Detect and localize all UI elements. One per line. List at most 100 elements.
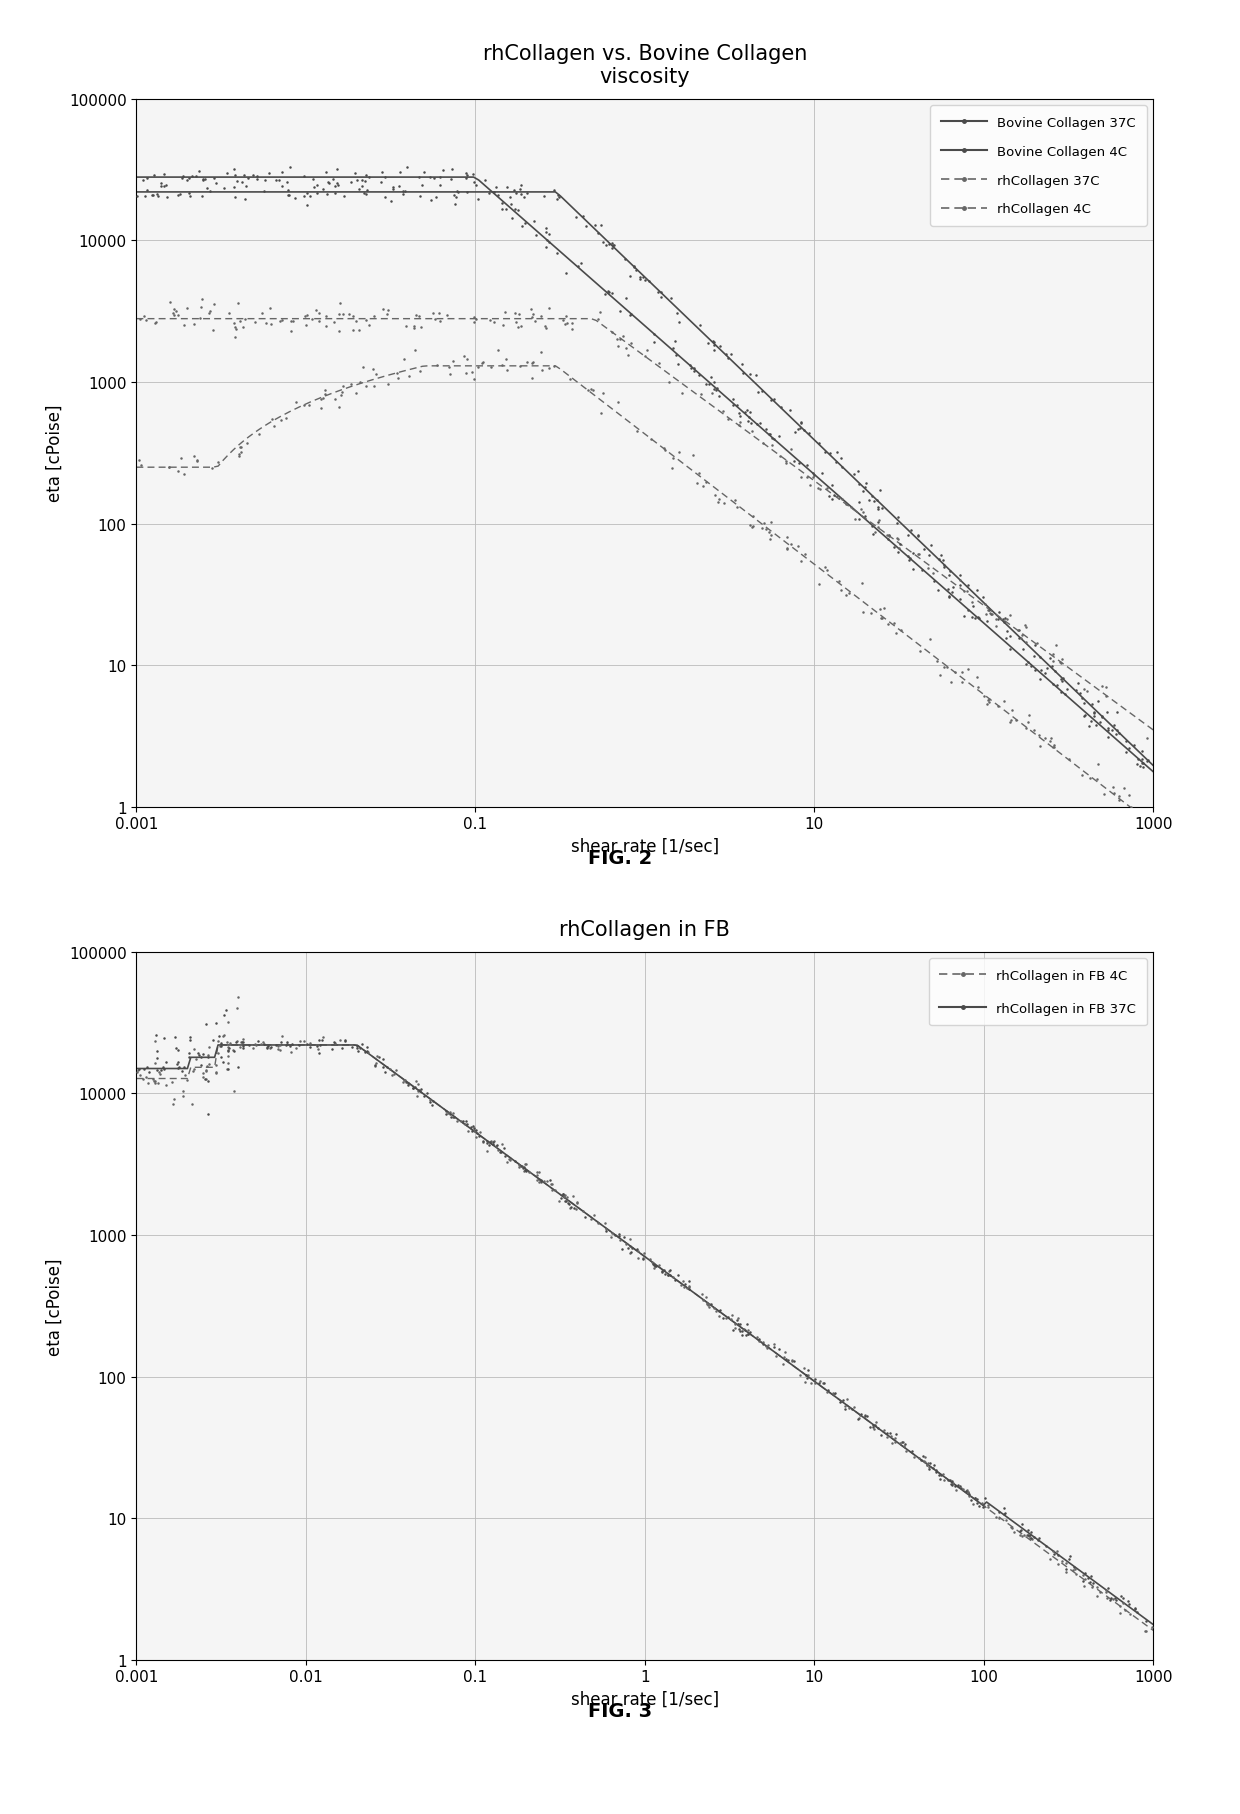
rhCollagen 37C (427, 352, 446, 381)
Bovine Collagen 4C (832, 454, 852, 483)
rhCollagen in FB 37C (575, 1203, 595, 1232)
rhCollagen in FB 4C (497, 1148, 517, 1177)
rhCollagen 37C (687, 470, 707, 499)
rhCollagen 37C (920, 624, 940, 653)
Bovine Collagen 4C (422, 187, 441, 216)
rhCollagen 37C (544, 352, 564, 381)
Bovine Collagen 4C (306, 180, 326, 209)
rhCollagen in FB 4C (219, 1029, 239, 1058)
rhCollagen in FB 4C (882, 1428, 901, 1457)
rhCollagen 37C (1043, 733, 1063, 762)
rhCollagen in FB 37C (951, 1473, 971, 1502)
Bovine Collagen 37C (684, 357, 704, 386)
rhCollagen in FB 4C (756, 1333, 776, 1362)
rhCollagen in FB 4C (844, 1393, 864, 1422)
Bovine Collagen 4C (149, 183, 169, 212)
rhCollagen in FB 4C (1002, 1513, 1022, 1542)
Bovine Collagen 37C (568, 252, 588, 281)
Bovine Collagen 4C (810, 430, 830, 459)
Point (228, 983, 248, 1012)
Bovine Collagen 4C (170, 180, 190, 209)
rhCollagen 4C (1052, 649, 1071, 678)
rhCollagen 37C (560, 365, 580, 394)
Point (218, 1036, 238, 1065)
Bovine Collagen 4C (959, 571, 978, 600)
rhCollagen in FB 37C (911, 1446, 931, 1475)
rhCollagen 4C (556, 310, 575, 339)
Bovine Collagen 37C (868, 508, 888, 537)
Bovine Collagen 4C (1070, 678, 1090, 707)
rhCollagen 37C (187, 448, 207, 477)
rhCollagen 4C (606, 327, 626, 356)
rhCollagen 4C (991, 606, 1011, 635)
Bovine Collagen 4C (353, 180, 373, 209)
rhCollagen in FB 4C (882, 1422, 901, 1451)
Bovine Collagen 4C (515, 183, 534, 212)
rhCollagen in FB 37C (967, 1484, 987, 1513)
Bovine Collagen 37C (898, 542, 918, 571)
Bovine Collagen 4C (544, 176, 564, 205)
rhCollagen in FB 4C (588, 1210, 608, 1239)
rhCollagen in FB 37C (464, 1114, 484, 1143)
rhCollagen in FB 4C (877, 1422, 897, 1451)
rhCollagen 37C (808, 570, 828, 599)
rhCollagen in FB 4C (959, 1478, 978, 1507)
Bovine Collagen 4C (709, 332, 729, 361)
rhCollagen in FB 4C (300, 1029, 320, 1058)
rhCollagen in FB 4C (1022, 1524, 1042, 1553)
rhCollagen 37C (363, 356, 383, 385)
Bovine Collagen 37C (666, 341, 686, 370)
Bovine Collagen 4C (785, 419, 805, 448)
rhCollagen 37C (852, 570, 872, 599)
rhCollagen 4C (228, 288, 248, 317)
Bovine Collagen 4C (500, 183, 520, 212)
rhCollagen in FB 37C (1022, 1524, 1042, 1553)
Bovine Collagen 37C (525, 207, 544, 236)
Bovine Collagen 4C (864, 486, 884, 515)
Bovine Collagen 4C (393, 178, 413, 207)
rhCollagen 4C (1050, 648, 1070, 677)
rhCollagen in FB 37C (409, 1076, 429, 1105)
Bovine Collagen 4C (300, 181, 320, 210)
rhCollagen 37C (980, 686, 999, 715)
rhCollagen in FB 4C (1066, 1560, 1086, 1589)
rhCollagen in FB 37C (784, 1348, 804, 1377)
rhCollagen 37C (1042, 724, 1061, 753)
rhCollagen 4C (316, 301, 336, 330)
rhCollagen 4C (175, 310, 195, 339)
rhCollagen in FB 37C (491, 1137, 511, 1166)
Text: FIG. 3: FIG. 3 (588, 1702, 652, 1720)
rhCollagen 37C (130, 452, 150, 481)
Point (169, 1036, 188, 1065)
Bovine Collagen 4C (1137, 747, 1157, 776)
Bovine Collagen 4C (356, 180, 376, 209)
Point (211, 1043, 231, 1072)
Bovine Collagen 37C (823, 483, 843, 512)
Bovine Collagen 37C (1084, 702, 1104, 731)
rhCollagen 37C (580, 375, 600, 405)
rhCollagen 37C (928, 648, 947, 677)
rhCollagen 4C (281, 308, 301, 337)
rhCollagen in FB 4C (175, 1061, 195, 1090)
Bovine Collagen 4C (733, 359, 753, 388)
Bovine Collagen 4C (497, 172, 517, 201)
rhCollagen in FB 37C (260, 1032, 280, 1061)
rhCollagen in FB 37C (893, 1428, 913, 1457)
rhCollagen in FB 4C (1110, 1593, 1130, 1622)
rhCollagen in FB 37C (738, 1310, 758, 1339)
rhCollagen 4C (404, 314, 424, 343)
rhCollagen 4C (888, 524, 908, 553)
Bovine Collagen 37C (492, 189, 512, 218)
rhCollagen 37C (443, 348, 463, 377)
Bovine Collagen 4C (868, 493, 888, 522)
rhCollagen in FB 37C (975, 1484, 994, 1513)
rhCollagen in FB 4C (476, 1137, 496, 1166)
Bovine Collagen 37C (466, 171, 486, 200)
rhCollagen 37C (160, 454, 180, 483)
rhCollagen in FB 37C (277, 1030, 296, 1059)
rhCollagen in FB 37C (352, 1030, 372, 1059)
rhCollagen in FB 37C (239, 1032, 259, 1061)
Bovine Collagen 4C (791, 408, 811, 437)
rhCollagen 37C (884, 610, 904, 639)
Bovine Collagen 37C (965, 604, 985, 633)
